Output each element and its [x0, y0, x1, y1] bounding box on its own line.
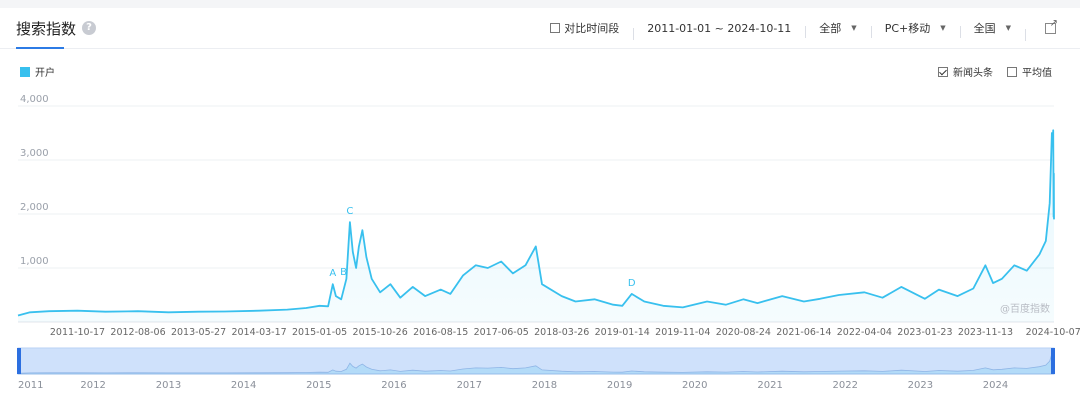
compare-period-toggle[interactable]: 对比时间段 — [536, 20, 633, 36]
x-tick-label: 2014-03-17 — [231, 327, 286, 338]
legend-label: 开户 — [35, 68, 55, 79]
x-tick-label: 2020-08-24 — [716, 327, 771, 338]
y-tick-label: 2,000 — [20, 202, 49, 213]
chart-options: 新闻头条 平均值 — [938, 64, 1052, 79]
news-annotation-d[interactable]: D — [628, 278, 636, 289]
compare-checkbox[interactable] — [550, 23, 561, 33]
region-value: 全国 — [973, 22, 996, 35]
x-tick-label: 2017-06-05 — [474, 327, 529, 338]
y-tick-label: 3,000 — [20, 148, 49, 159]
navigator-year-label: 2015 — [306, 380, 331, 391]
x-tick-label: 2024-10-07 — [1026, 327, 1080, 338]
average-label: 平均值 — [1022, 68, 1052, 79]
caret-down-icon: ▼ — [1005, 24, 1011, 32]
navigator-year-label: 2013 — [156, 380, 181, 391]
navigator-handle-left[interactable] — [17, 348, 21, 374]
navigator-track — [18, 348, 1054, 374]
navigator-year-label: 2022 — [833, 380, 858, 391]
news-annotation-c[interactable]: C — [346, 206, 353, 217]
question-icon[interactable]: ? — [82, 21, 97, 35]
x-tick-label: 2023-01-23 — [897, 327, 952, 338]
tab-search-index[interactable]: 搜索指数 ? — [16, 8, 97, 49]
region-select[interactable]: 全国 ▼ — [959, 20, 1025, 38]
navigator-year-label: 2023 — [908, 380, 933, 391]
navigator-year-label: 2014 — [231, 380, 256, 391]
navigator-selection[interactable] — [17, 347, 1055, 375]
navigator-year-label: 2012 — [80, 380, 105, 391]
legend-swatch — [20, 66, 30, 77]
navigator-year-label: 2024 — [983, 380, 1008, 391]
active-tab-underline — [16, 47, 64, 49]
x-tick-label: 2015-01-05 — [292, 327, 347, 338]
x-tick-label: 2016-08-15 — [413, 327, 468, 338]
y-tick-label: 4,000 — [20, 94, 49, 105]
series-line[interactable] — [17, 129, 1055, 317]
date-range-picker[interactable]: 2011-01-01 ~ 2024-10-11 — [633, 21, 805, 40]
date-range-value: 2011-01-01 ~ 2024-10-11 — [647, 21, 792, 35]
news-label: 新闻头条 — [953, 68, 993, 79]
navigator-handle-right[interactable] — [1051, 348, 1055, 374]
x-tick-label: 2018-03-26 — [534, 327, 589, 338]
export-button[interactable] — [1025, 18, 1058, 41]
x-tick-label: 2011-10-17 — [50, 327, 105, 338]
page-top-strip — [0, 0, 1080, 8]
page-title: 搜索指数 — [16, 19, 77, 38]
y-tick-label: 1,000 — [20, 256, 49, 267]
navigator-year-label: 2019 — [607, 380, 632, 391]
average-checkbox[interactable] — [1007, 66, 1017, 77]
x-tick-label: 2013-05-27 — [171, 327, 226, 338]
device-value: PC+移动 — [884, 22, 931, 35]
chart-legend[interactable]: 开户 — [20, 64, 55, 79]
average-toggle[interactable]: 平均值 — [1007, 64, 1052, 79]
series-area — [18, 130, 1054, 322]
x-tick-label: 2015-10-26 — [353, 327, 408, 338]
filter-controls: 对比时间段 2011-01-01 ~ 2024-10-11 全部 ▼ PC+移动… — [536, 8, 1058, 48]
index-header: 搜索指数 ? 对比时间段 2011-01-01 ~ 2024-10-11 全部 … — [0, 8, 1080, 49]
navigator-year-label: 2016 — [381, 380, 406, 391]
news-checkbox[interactable] — [938, 66, 948, 77]
news-annotation-b[interactable]: B — [340, 267, 347, 278]
external-link-icon — [1045, 18, 1058, 34]
x-tick-label: 2022-04-04 — [837, 327, 892, 338]
caret-down-icon: ▼ — [851, 24, 857, 32]
x-tick-label: 2012-08-06 — [110, 327, 165, 338]
x-tick-label: 2019-01-14 — [595, 327, 650, 338]
x-tick-label: 2021-06-14 — [776, 327, 831, 338]
x-tick-label: 2019-11-04 — [655, 327, 710, 338]
caret-down-icon: ▼ — [940, 24, 946, 32]
navigator-year-label: 2018 — [532, 380, 557, 391]
scope-select[interactable]: 全部 ▼ — [805, 20, 870, 38]
navigator-year-label: 2017 — [457, 380, 482, 391]
navigator-line — [17, 352, 1055, 375]
navigator-year-label: 2011 — [18, 380, 43, 391]
watermark: @百度指数 — [1000, 302, 1050, 315]
device-select[interactable]: PC+移动 ▼ — [870, 20, 960, 38]
navigator-year-label: 2020 — [682, 380, 707, 391]
compare-label: 对比时间段 — [564, 22, 620, 35]
navigator-year-label: 2021 — [757, 380, 782, 391]
scope-value: 全部 — [819, 22, 842, 35]
x-tick-label: 2023-11-13 — [958, 327, 1013, 338]
news-annotation-a[interactable]: A — [329, 268, 336, 279]
news-toggle[interactable]: 新闻头条 — [938, 64, 993, 79]
